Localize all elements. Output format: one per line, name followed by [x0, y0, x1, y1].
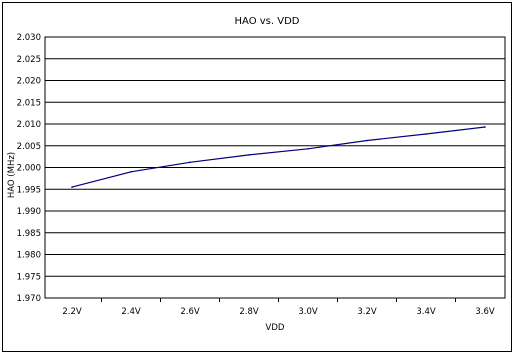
x-axis-title: VDD [266, 323, 285, 333]
x-axis-tick-marks [101, 298, 456, 302]
y-tick-label: 2.015 [17, 98, 41, 108]
data-point [366, 139, 368, 142]
x-tick-label: 2.4V [121, 307, 141, 317]
line-chart: HAO vs. VDD 1.9701.9751.9801.9851.9901.9… [7, 16, 506, 333]
chart-frame: HAO vs. VDD 1.970 1.975 1.980 1.985 1.990 1.9… [2, 2, 512, 352]
data-point [71, 186, 73, 188]
y-tick-label: 1.985 [17, 229, 41, 239]
data-point [425, 133, 427, 135]
x-tick-label: 3.6V [475, 307, 495, 317]
x-tick-label: 3.0V [298, 307, 318, 317]
y-tick-label: 1.975 [17, 272, 41, 282]
data-point [248, 154, 250, 156]
series-line [71, 126, 486, 188]
data-point [130, 171, 132, 173]
y-tick-label: 2.025 [17, 55, 41, 65]
grid-lines [45, 58, 505, 277]
x-tick-label: 2.2V [62, 307, 82, 317]
x-axis-tick-labels: 2.2V 2.4V 2.6V 2.8V 3.0V 3.2V 3.4V 3.6V [62, 307, 495, 317]
x-tick-label: 2.8V [239, 307, 259, 317]
y-axis-tick-labels: 1.970 1.975 1.980 1.985 1.990 1.995 2.000 2.005… [17, 33, 41, 304]
y-axis-title: HAO (MHz) [7, 152, 17, 198]
x-tick-label: 3.4V [416, 307, 436, 317]
data-point [189, 161, 191, 164]
x-tick-label: 2.6V [180, 307, 200, 317]
x-tick-label: 3.2V [357, 307, 377, 317]
y-tick-label: 2.030 [17, 33, 41, 43]
y-tick-label: 2.020 [17, 77, 41, 87]
data-point [307, 147, 309, 150]
y-tick-label: 1.980 [17, 251, 41, 261]
y-tick-label: 2.000 [17, 164, 41, 174]
y-tick-label: 2.005 [17, 142, 41, 152]
y-tick-label: 1.990 [17, 207, 41, 217]
y-tick-label: 1.970 [17, 294, 41, 304]
data-point [484, 126, 486, 128]
chart-title: HAO vs. VDD [235, 16, 300, 27]
y-tick-label: 2.010 [17, 120, 41, 130]
series-group [71, 126, 486, 188]
y-tick-label: 1.995 [17, 185, 41, 195]
